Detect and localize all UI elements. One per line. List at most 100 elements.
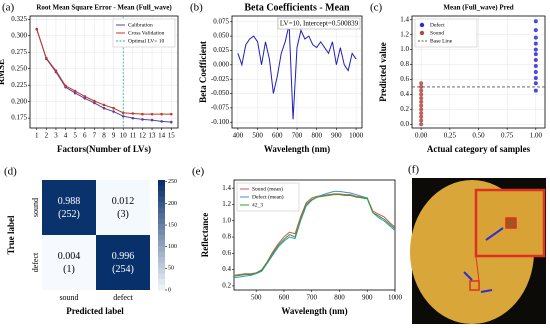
data-point [533, 19, 538, 24]
data-point [533, 64, 538, 69]
data-point [169, 112, 173, 116]
data-point [121, 111, 125, 115]
data-point [419, 92, 424, 97]
y-tick-label: 0.8 [222, 233, 231, 241]
y-tick-label: 0.4 [400, 90, 409, 98]
panel-label: (d) [4, 166, 17, 178]
x-tick-label: 2 [45, 132, 49, 140]
x-tick-label: 400 [233, 132, 244, 140]
colorbar-tick-label: 150 [168, 222, 177, 228]
x-tick-label: 800 [334, 294, 345, 302]
colorbar-segment [158, 268, 165, 274]
legend-label: Defect [430, 21, 445, 28]
colorbar-segment [158, 257, 165, 263]
panel-label: (b) [190, 2, 203, 14]
y-tick-label: -0.050 [211, 89, 230, 97]
zoom-link [475, 255, 480, 282]
data-point [419, 118, 424, 123]
data-point [160, 120, 163, 123]
x-tick-label: 1000 [388, 294, 403, 302]
data-point [533, 81, 538, 86]
colorbar-segment [158, 202, 165, 208]
data-point [112, 110, 115, 113]
arrow [463, 271, 473, 281]
y-tick-label: 1.4 [222, 184, 231, 192]
x-axis-label: Wavelength (nm) [264, 144, 330, 154]
colorbar-segment [158, 229, 165, 236]
data-point [533, 47, 538, 52]
legend-label: Optimal LV= 10 [128, 38, 164, 44]
legend-label: Cross Validation [128, 30, 165, 36]
heatmap-cell [42, 180, 96, 235]
data-point [73, 91, 77, 95]
legend-label: Sound (mean) [252, 185, 283, 192]
chart-title: Mean (Full_wave) Pred [443, 4, 513, 12]
colorbar-segment [158, 262, 165, 269]
data-point [419, 99, 424, 104]
x-tick-label: 12 [139, 132, 147, 140]
x-tick-label: 600 [272, 132, 283, 140]
x-tick-label: 6 [83, 132, 87, 140]
y-tick-label: -0.025 [211, 75, 230, 83]
y-tick-label: 0.6 [222, 249, 231, 257]
colorbar-segment [158, 235, 165, 241]
y-tick-label: 1.0 [222, 216, 231, 224]
data-point [93, 99, 96, 103]
data-line [237, 24, 357, 120]
cell-count: (254) [112, 264, 134, 275]
x-tick-label: 500 [251, 294, 262, 302]
data-point [121, 114, 125, 118]
photo [410, 178, 546, 324]
cell-value: 0.988 [58, 196, 81, 207]
data-point [45, 56, 48, 60]
defect-box [469, 280, 480, 291]
data-point [419, 122, 424, 127]
data-point [131, 112, 135, 115]
heatmap-cell [42, 235, 96, 290]
data-point [83, 97, 87, 100]
y-tick-label: 0.8 [400, 60, 409, 68]
x-axis-label: Factors(Number of LVs) [57, 144, 151, 154]
cell-count: (3) [117, 209, 129, 220]
x-tick-label: 500 [252, 132, 263, 140]
x-tick-label: 7 [93, 132, 97, 140]
plot-frame [233, 179, 396, 291]
data-point [35, 27, 39, 31]
colorbar-segment [158, 180, 165, 186]
y-tick-label: 1.2 [222, 200, 231, 208]
y-tick-label: 0.2 [222, 282, 231, 290]
data-point [419, 114, 424, 119]
colorbar-tick-label: 50 [168, 266, 174, 272]
legend-swatch [419, 30, 425, 36]
y-tick-label: 0.4 [222, 265, 231, 273]
x-tick-label: 8 [102, 132, 106, 140]
data-point [150, 118, 154, 122]
colorbar-tick-label: 0 [168, 287, 171, 293]
data-point [533, 88, 538, 93]
data-point [419, 111, 424, 116]
x-tick-label: 11 [129, 132, 136, 140]
legend-label: Defect (mean) [252, 193, 284, 200]
y-tick-label: 0.200 [11, 97, 27, 105]
x-axis-label: Actual category of samples [427, 144, 531, 154]
annotation: LV=10, Intercept=0.500839 [280, 20, 359, 28]
data-point [102, 106, 106, 110]
x-tick-label: sound [59, 293, 78, 302]
x-tick-label: 5 [73, 132, 77, 140]
x-tick-label: 15 [168, 132, 176, 140]
data-point [169, 120, 173, 124]
data-point [533, 28, 538, 33]
y-tick-label: 0.000 [213, 60, 229, 68]
data-point [160, 112, 163, 116]
colorbar-segment [158, 284, 165, 291]
x-tick-label: 700 [306, 294, 317, 302]
x-tick-label: 0.00 [415, 132, 428, 140]
data-point [533, 52, 538, 57]
colorbar-segment [158, 240, 165, 247]
x-tick-label: 1000 [349, 132, 364, 140]
colorbar-tick-label: 250 [168, 179, 177, 185]
y-axis-label: Reflectance [200, 213, 210, 257]
panel-label: (e) [192, 166, 205, 178]
colorbar-segment [158, 213, 165, 219]
